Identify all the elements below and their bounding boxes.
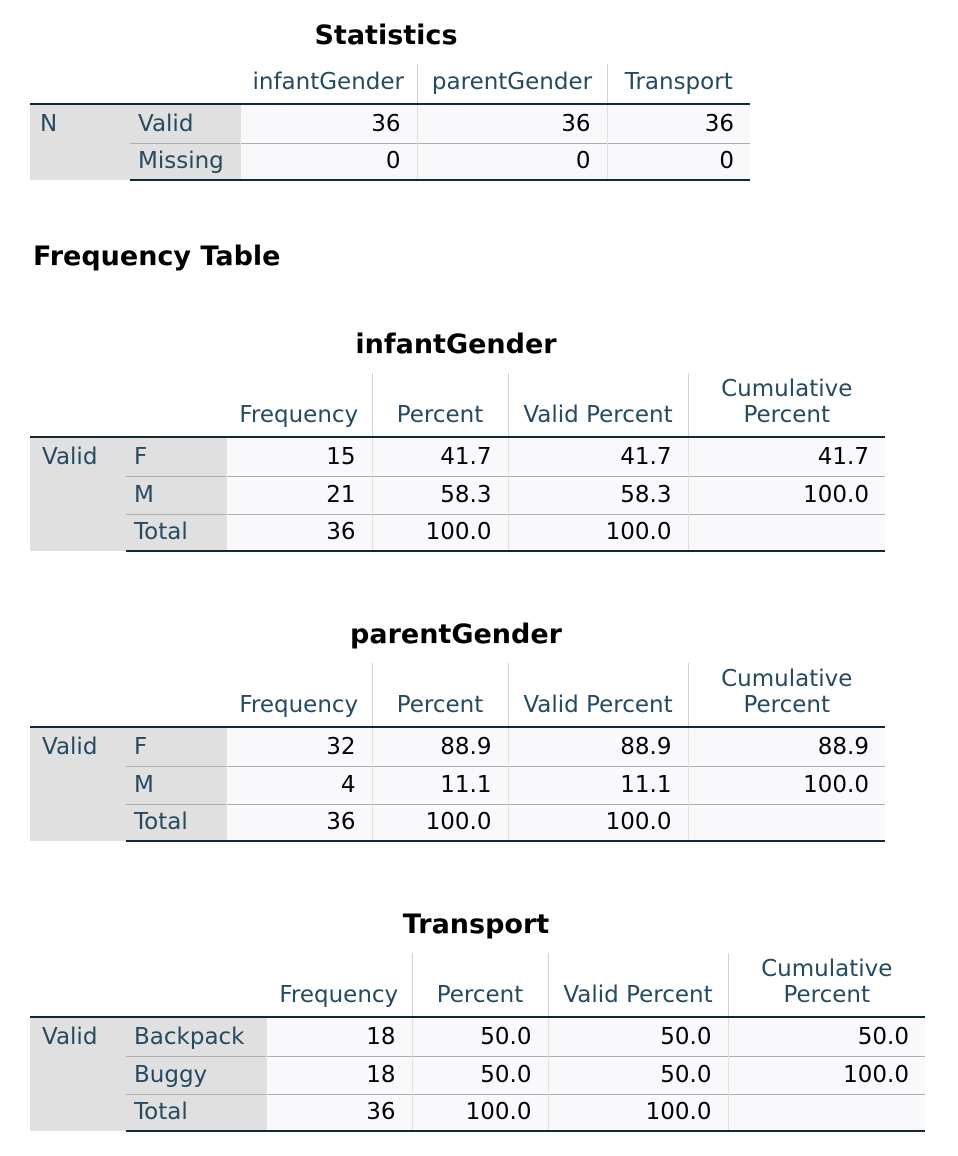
column-header: Transport	[606, 64, 750, 104]
statistics-table: infantGender parentGender Transport N Va…	[30, 64, 750, 181]
table-cell: 50.0	[547, 1055, 728, 1094]
table-cell: 36	[265, 1093, 412, 1132]
column-header: Percent	[411, 953, 548, 1017]
column-header-line: Cumulative	[761, 956, 893, 982]
column-header: Valid Percent	[507, 373, 688, 437]
table-cell: 50.0	[547, 1016, 728, 1056]
table-cell: 88.9	[687, 726, 885, 766]
table-cell: 0	[606, 142, 750, 181]
table-cell: 88.9	[371, 726, 508, 766]
row-group-label: Valid	[30, 1016, 126, 1131]
row-label: Missing	[130, 142, 240, 181]
table-cell: 36	[606, 103, 750, 143]
table-cell: 58.3	[507, 475, 688, 514]
table-title: infantGender	[355, 329, 557, 360]
column-header: Frequency	[279, 982, 399, 1008]
table-cell: 11.1	[507, 765, 688, 804]
table-cell: 100.0	[507, 513, 688, 552]
row-label: M	[126, 475, 226, 514]
table-cell: 100.0	[547, 1093, 728, 1132]
table-cell: 50.0	[727, 1016, 925, 1056]
column-header: Valid Percent	[507, 663, 688, 727]
column-header-line: Percent	[783, 982, 871, 1008]
column-header: Cumulative Percent	[687, 663, 885, 727]
row-label: Backpack	[126, 1016, 266, 1056]
table-cell: 21	[225, 475, 372, 514]
frequency-table-infantgender: Frequency Percent Valid Percent Cumulati…	[30, 373, 885, 552]
table-cell: 41.7	[507, 436, 688, 476]
table-cell: 36	[225, 803, 372, 842]
table-cell	[727, 1093, 925, 1132]
table-title: Transport	[402, 909, 550, 940]
table-cell: 50.0	[411, 1016, 548, 1056]
table-cell: 100.0	[727, 1055, 925, 1094]
frequency-table-parentgender: Frequency Percent Valid Percent Cumulati…	[30, 663, 885, 842]
table-cell	[687, 803, 885, 842]
table-cell: 50.0	[411, 1055, 548, 1094]
row-label: F	[126, 436, 226, 476]
table-cell: 58.3	[371, 475, 508, 514]
table-cell: 11.1	[371, 765, 508, 804]
table-cell: 0	[416, 142, 607, 181]
table-cell: 36	[416, 103, 607, 143]
table-cell: 41.7	[371, 436, 508, 476]
table-cell: 100.0	[687, 475, 885, 514]
table-cell: 15	[225, 436, 372, 476]
table-cell: 0	[239, 142, 417, 181]
row-label: Total	[126, 513, 226, 552]
table-cell: 32	[225, 726, 372, 766]
row-group-label: Valid	[30, 436, 126, 551]
column-header: Percent	[371, 373, 508, 437]
column-header: Percent	[371, 663, 508, 727]
column-header-line: Cumulative	[721, 376, 853, 402]
table-cell: 100.0	[507, 803, 688, 842]
column-header: Frequency	[239, 402, 359, 428]
table-cell: 18	[265, 1055, 412, 1094]
column-header-line: Percent	[743, 402, 831, 428]
column-header: Valid Percent	[547, 953, 728, 1017]
row-group-label: Valid	[30, 726, 126, 841]
row-group-label: N	[30, 103, 130, 180]
row-label: Total	[126, 803, 226, 842]
table-cell: 100.0	[411, 1093, 548, 1132]
column-header: Cumulative Percent	[727, 953, 925, 1017]
table-cell: 36	[239, 103, 417, 143]
row-label: M	[126, 765, 226, 804]
table-title: parentGender	[350, 619, 562, 650]
table-cell: 100.0	[371, 803, 508, 842]
column-header: parentGender	[416, 64, 607, 104]
table-cell: 100.0	[371, 513, 508, 552]
table-cell: 18	[265, 1016, 412, 1056]
table-cell: 4	[225, 765, 372, 804]
column-header: Cumulative Percent	[687, 373, 885, 437]
frequency-table-heading: Frequency Table	[33, 241, 281, 272]
table-cell: 41.7	[687, 436, 885, 476]
table-cell: 36	[225, 513, 372, 552]
table-cell	[687, 513, 885, 552]
row-label: Valid	[130, 103, 240, 143]
statistics-title: Statistics	[314, 20, 458, 51]
row-label: Total	[126, 1093, 266, 1132]
column-header: Frequency	[239, 692, 359, 718]
row-label: F	[126, 726, 226, 766]
row-label: Buggy	[126, 1055, 266, 1094]
frequency-table-transport: Frequency Percent Valid Percent Cumulati…	[30, 953, 925, 1132]
table-cell: 88.9	[507, 726, 688, 766]
column-header-line: Percent	[743, 692, 831, 718]
column-header: infantGender	[252, 69, 404, 95]
column-header-line: Cumulative	[721, 666, 853, 692]
table-cell: 100.0	[687, 765, 885, 804]
